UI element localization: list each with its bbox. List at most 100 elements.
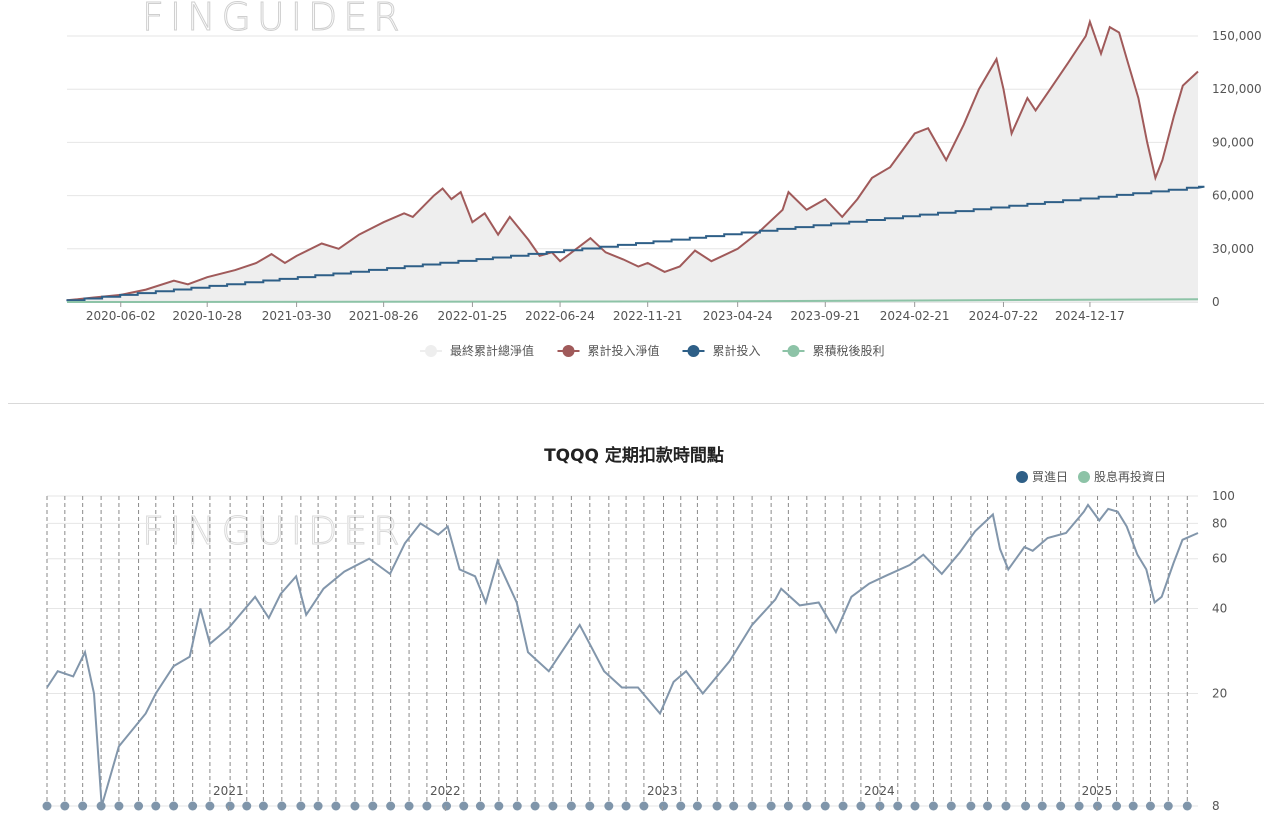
purchase-marker <box>946 801 956 811</box>
purchase-marker <box>639 801 649 811</box>
purchase-marker <box>966 801 976 811</box>
x-tick-label: 2020-10-28 <box>172 309 242 323</box>
purchase-marker <box>169 801 179 811</box>
purchase-marker <box>277 801 287 811</box>
x-tick-label: 2022-06-24 <box>525 309 595 323</box>
top-series <box>66 18 1205 303</box>
purchase-marker <box>151 801 161 811</box>
y-tick-label: 100 <box>1212 489 1235 503</box>
x-tick-label: 2025 <box>1082 784 1113 798</box>
purchase-marker <box>530 801 540 811</box>
purchase-marker <box>692 801 702 811</box>
purchase-marker <box>422 801 432 811</box>
x-tick-label: 2022-11-21 <box>613 309 683 323</box>
purchase-marker <box>512 801 522 811</box>
purchase-marker <box>242 801 252 811</box>
purchase-markers <box>42 801 1192 811</box>
purchase-marker <box>820 801 830 811</box>
legend-marker <box>687 345 700 357</box>
x-tick-label: 2024 <box>864 784 895 798</box>
x-tick-label: 2023-04-24 <box>703 309 773 323</box>
legend-marker <box>425 345 437 357</box>
purchase-marker <box>258 801 268 811</box>
total-net-value-area <box>67 21 1198 303</box>
purchase-marker <box>983 801 993 811</box>
bottom-x-axis: 2021 2022 2023 2024 2025 <box>213 784 1112 811</box>
x-tick-label: 2021-08-26 <box>349 309 419 323</box>
purchase-marker <box>1021 801 1031 811</box>
x-tick-label: 2024-12-17 <box>1055 309 1125 323</box>
purchase-marker <box>494 801 504 811</box>
legend-item: 股息再投資日 <box>1078 469 1166 484</box>
legend-marker <box>1016 471 1028 483</box>
legend-label: 最終累計總淨值 <box>450 343 534 358</box>
y-tick-label: 8 <box>1212 799 1220 813</box>
purchase-marker <box>604 801 614 811</box>
purchase-marker <box>459 801 469 811</box>
purchase-marker <box>386 801 396 811</box>
purchase-marker <box>729 801 739 811</box>
purchase-marker <box>910 801 920 811</box>
purchase-marker <box>350 801 360 811</box>
purchase-marker <box>659 801 669 811</box>
legend-marker <box>1078 471 1090 483</box>
x-tick-label: 2022 <box>430 784 461 798</box>
bottom-series <box>46 503 1199 807</box>
purchase-marker <box>1056 801 1066 811</box>
legend-item: 累計投入 <box>682 343 761 358</box>
purchase-marker <box>1001 801 1011 811</box>
y-tick-label: 80 <box>1212 516 1227 530</box>
y-tick-label: 0 <box>1212 295 1220 309</box>
purchase-marker <box>747 801 757 811</box>
purchase-marker <box>1182 801 1192 811</box>
y-tick-label: 60,000 <box>1212 189 1254 203</box>
purchase-marker <box>1074 801 1084 811</box>
bottom-grid <box>47 495 1198 807</box>
purchase-marker <box>1112 801 1122 811</box>
purchase-marker <box>676 801 686 811</box>
purchase-marker <box>368 801 378 811</box>
purchase-marker <box>78 801 88 811</box>
purchase-marker <box>188 801 198 811</box>
purchase-marker <box>893 801 903 811</box>
legend-item: 最終累計總淨值 <box>420 343 534 358</box>
x-tick-label: 2022-01-25 <box>438 309 508 323</box>
y-tick-label: 40 <box>1212 601 1227 615</box>
purchase-marker <box>928 801 938 811</box>
purchase-marker <box>1128 801 1138 811</box>
legend-item: 累積稅後股利 <box>782 343 885 358</box>
purchase-marker <box>712 801 722 811</box>
cumulative-investment-value-line <box>66 18 1199 302</box>
legend-label: 買進日 <box>1032 470 1068 484</box>
y-tick-label: 90,000 <box>1212 135 1254 149</box>
purchase-marker <box>331 801 341 811</box>
x-tick-label: 2024-07-22 <box>969 309 1039 323</box>
purchase-marker <box>585 801 595 811</box>
purchase-marker <box>442 801 452 811</box>
x-tick-label: 2023 <box>647 784 678 798</box>
purchase-marker <box>566 801 576 811</box>
purchase-date-lines <box>46 496 1188 806</box>
watermark: FINGUIDER <box>142 0 406 39</box>
legend-item: 累計投入淨值 <box>557 343 660 358</box>
purchase-marker <box>96 801 106 811</box>
purchase-marker <box>1163 801 1173 811</box>
purchase-marker <box>42 801 52 811</box>
y-tick-label: 60 <box>1212 552 1227 566</box>
purchase-marker <box>1037 801 1047 811</box>
purchase-marker <box>1145 801 1155 811</box>
purchase-marker <box>60 801 70 811</box>
x-tick-label: 2020-06-02 <box>86 309 156 323</box>
purchase-marker <box>548 801 558 811</box>
purchase-marker <box>404 801 414 811</box>
cumulative-investment-line <box>66 185 1205 302</box>
purchase-marker <box>621 801 631 811</box>
purchase-marker <box>783 801 793 811</box>
purchase-marker <box>875 801 885 811</box>
legend-label: 累計投入 <box>713 343 761 358</box>
top-x-axis: 2020-06-02 2020-10-28 2021-03-30 2021-08-26… <box>86 302 1125 323</box>
top-y-axis: 0 30,000 60,000 90,000 120,000 150,000 <box>1212 29 1262 309</box>
watermark: FINGUIDER <box>142 509 406 553</box>
legend-label: 累積稅後股利 <box>813 343 885 358</box>
legend-marker <box>787 345 800 357</box>
